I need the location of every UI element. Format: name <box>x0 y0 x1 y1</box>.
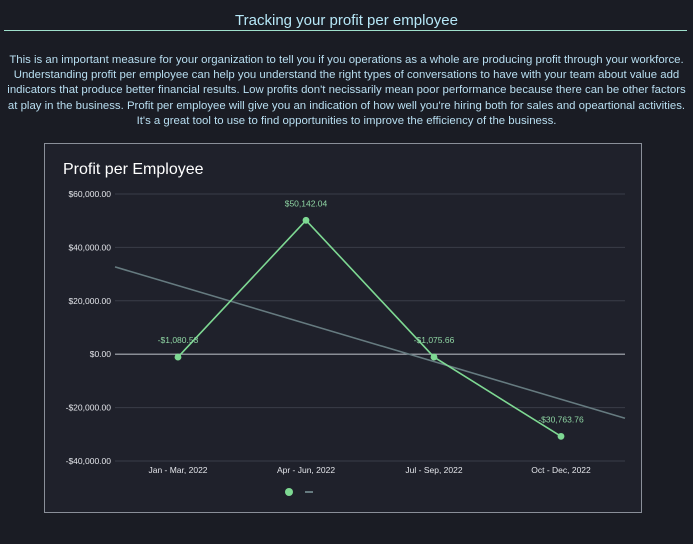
title-divider <box>4 30 687 31</box>
y-tick-label: $20,000.00 <box>68 296 111 306</box>
y-tick-label: -$20,000.00 <box>66 403 112 413</box>
chart-plot-area: $60,000.00 $40,000.00 $20,000.00 $0.00 -$20,… <box>66 189 626 496</box>
x-tick-label: Apr - Jun, 2022 <box>277 465 335 475</box>
data-label: -$1,075.66 <box>414 335 455 345</box>
y-tick-label: $0.00 <box>90 349 112 359</box>
chart-card: Profit per Employee $60,000.00 $40,000.00… <box>44 143 642 513</box>
y-tick-label: $60,000.00 <box>68 189 111 199</box>
data-point <box>174 353 182 361</box>
x-tick-label: Oct - Dec, 2022 <box>531 465 591 475</box>
data-label: $50,142.04 <box>285 198 328 208</box>
series-line <box>177 219 562 438</box>
data-point <box>430 353 438 361</box>
page-title: Tracking your profit per employee <box>235 12 458 29</box>
data-point <box>302 216 310 224</box>
data-point <box>557 432 565 440</box>
trendline <box>114 266 626 420</box>
legend-series-marker <box>285 488 293 496</box>
data-label: -$1,080.53 <box>158 335 199 345</box>
chart-title: Profit per Employee <box>63 161 204 178</box>
page-description: This is an important measure for your or… <box>7 54 686 127</box>
x-tick-label: Jul - Sep, 2022 <box>405 465 462 475</box>
x-tick-label: Jan - Mar, 2022 <box>148 465 207 475</box>
y-tick-label: -$40,000.00 <box>66 456 112 466</box>
data-label: -$30,763.76 <box>538 414 584 424</box>
y-tick-label: $40,000.00 <box>68 242 111 252</box>
